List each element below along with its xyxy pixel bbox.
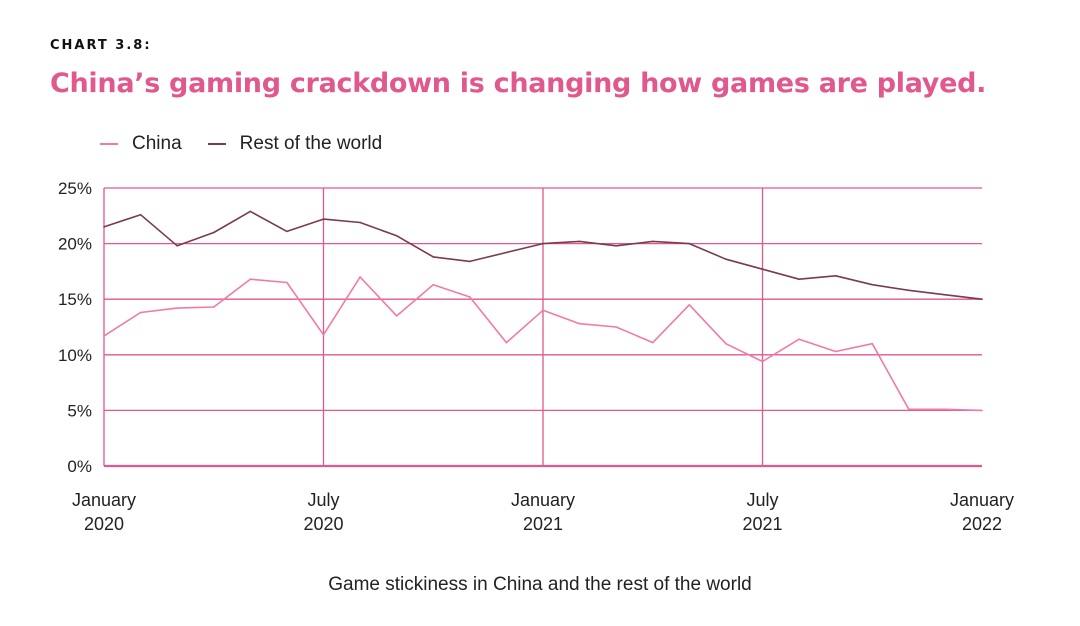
data-point-china (322, 333, 325, 336)
data-point-rest (542, 242, 544, 245)
data-point-rest (322, 218, 325, 220)
data-point-rest (981, 298, 983, 301)
data-point-china (432, 283, 435, 286)
data-point-rest (432, 256, 435, 258)
y-tick-label: 5% (67, 401, 92, 420)
data-point-china (395, 315, 398, 317)
data-point-china (469, 296, 471, 298)
data-point-rest (651, 240, 654, 243)
y-tick-label: 20% (58, 235, 92, 254)
data-point-rest (908, 289, 910, 292)
data-point-rest (725, 258, 727, 260)
data-point-china (651, 341, 654, 344)
legend-item-china: China (100, 133, 182, 155)
data-point-china (359, 276, 361, 278)
x-tick-label: January (72, 490, 136, 510)
chart-title: China’s gaming crackdown is changing how… (50, 68, 987, 99)
data-point-china (688, 303, 691, 306)
data-point-china (981, 409, 983, 412)
data-point-rest (103, 226, 105, 228)
data-point-china (871, 342, 874, 345)
data-point-rest (505, 251, 508, 254)
data-point-rest (359, 221, 361, 224)
data-point-rest (834, 275, 837, 277)
x-tick-label: 2021 (523, 514, 563, 534)
data-point-rest (578, 240, 581, 243)
data-point-rest (249, 210, 252, 213)
data-point-rest (395, 235, 398, 237)
data-point-china (212, 306, 215, 308)
data-point-rest (798, 278, 800, 280)
y-tick-label: 15% (58, 290, 92, 309)
data-point-rest (944, 293, 947, 296)
data-point-rest (469, 260, 471, 263)
legend-label-rest: Rest of the world (239, 133, 383, 154)
data-point-china (176, 307, 178, 309)
data-point-china (139, 311, 142, 314)
legend-swatch-rest (207, 143, 226, 145)
x-tick-label: July (307, 490, 339, 510)
chart-legend: China Rest of the world (100, 133, 408, 155)
x-tick-label: January (950, 490, 1014, 510)
x-tick-label: 2022 (962, 514, 1002, 534)
data-point-china (103, 335, 105, 337)
x-tick-label: January (511, 490, 575, 510)
data-point-rest (286, 230, 288, 233)
x-tick-label: 2021 (742, 514, 782, 534)
data-point-china (944, 408, 947, 411)
data-point-china (908, 408, 910, 411)
data-point-china (505, 341, 508, 344)
data-point-china (578, 322, 581, 325)
data-point-rest (761, 268, 764, 270)
legend-swatch-china (100, 143, 118, 145)
y-tick-label: 25% (58, 179, 92, 198)
chart-kicker: CHART 3.8: (50, 38, 152, 53)
legend-item-rest: Rest of the world (207, 133, 383, 155)
x-tick-label: 2020 (303, 514, 343, 534)
x-tick-label: 2020 (84, 514, 124, 534)
chart-caption: Game stickiness in China and the rest of… (328, 574, 752, 595)
y-tick-label: 10% (58, 346, 92, 365)
data-point-rest (176, 245, 178, 247)
data-point-china (249, 278, 252, 280)
data-point-rest (688, 242, 691, 245)
data-point-rest (139, 213, 142, 216)
data-point-china (834, 350, 837, 353)
data-point-china (725, 342, 727, 345)
data-point-china (286, 281, 288, 284)
x-tick-label: July (746, 490, 778, 510)
data-point-china (542, 309, 544, 312)
data-point-china (798, 338, 800, 341)
data-point-china (615, 326, 617, 328)
y-tick-label: 0% (67, 457, 92, 476)
legend-label-china: China (132, 133, 182, 154)
data-point-china (761, 360, 764, 363)
data-point-rest (871, 283, 874, 286)
data-point-rest (212, 231, 215, 234)
data-point-rest (615, 245, 617, 247)
